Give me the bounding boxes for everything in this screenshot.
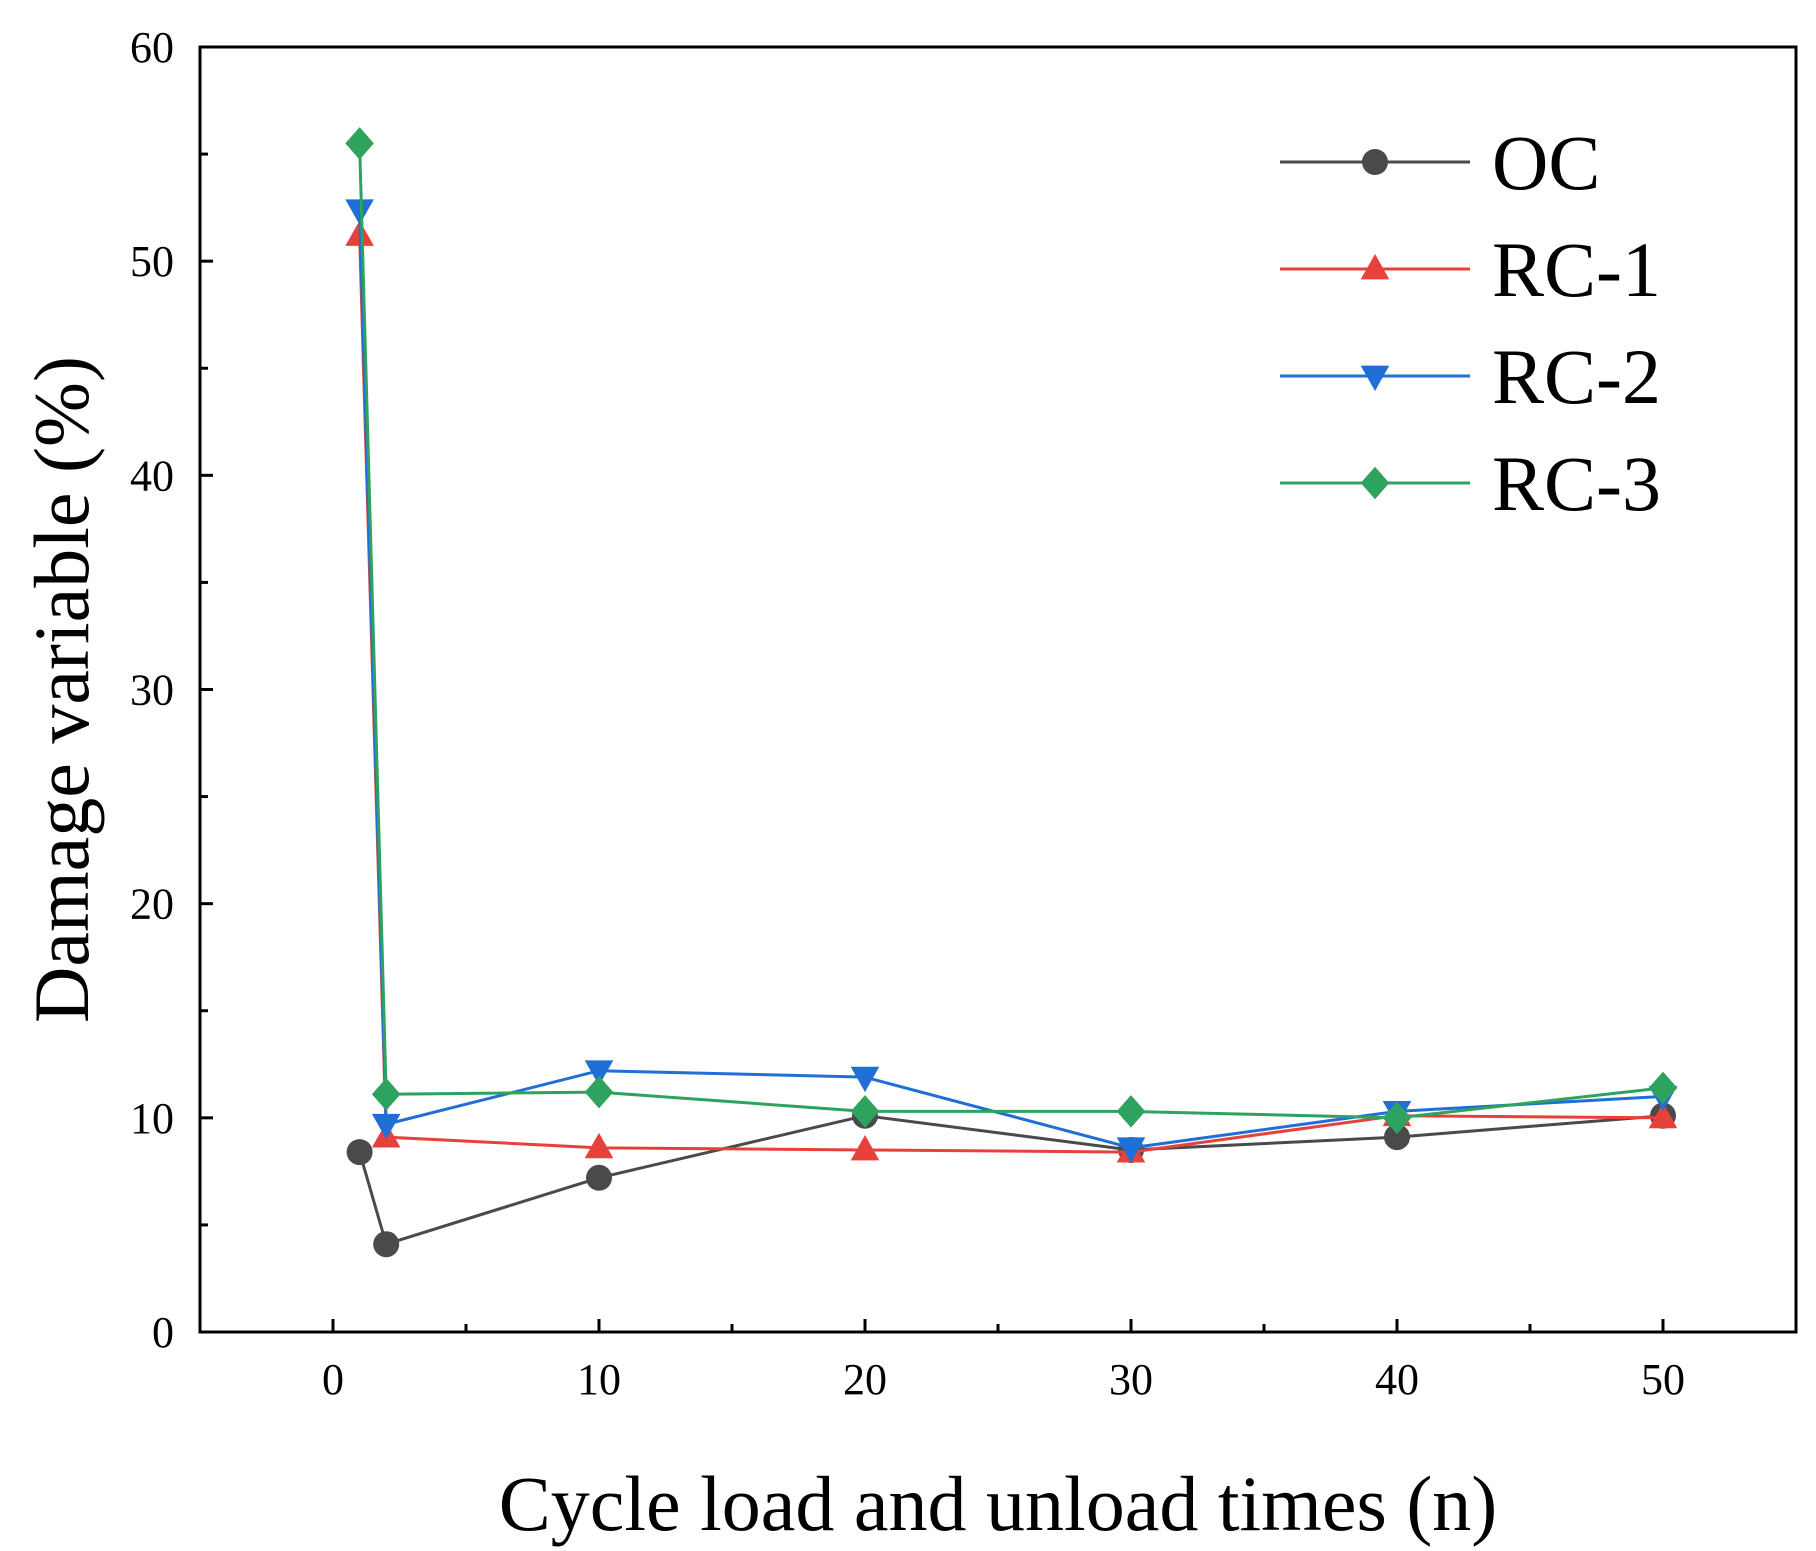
y-tick-label: 40 — [130, 451, 174, 500]
legend-item-rc-1: RC-1 — [1280, 226, 1661, 313]
data-point-rc-2 — [345, 199, 374, 225]
legend-marker — [1360, 365, 1390, 391]
x-tick-label: 40 — [1375, 1355, 1419, 1404]
y-tick-label: 0 — [152, 1308, 174, 1357]
data-point-oc — [1384, 1124, 1410, 1151]
data-point-rc-3 — [1116, 1095, 1146, 1128]
y-tick-label: 10 — [130, 1094, 174, 1143]
data-point-rc-2 — [371, 1113, 401, 1140]
x-tick-label: 10 — [577, 1355, 621, 1404]
series-group — [345, 127, 1678, 1258]
series-oc — [346, 1102, 1676, 1258]
data-point-oc — [586, 1164, 612, 1191]
data-point-rc-3 — [371, 1078, 401, 1111]
axis-ticks-group: 0 10 20 30 40 50 0 10 20 30 40 50 60 — [130, 23, 1685, 1404]
data-point-rc-1 — [850, 1135, 880, 1161]
legend-marker — [1362, 149, 1388, 175]
data-point-rc-2 — [584, 1060, 614, 1086]
x-tick-label: 20 — [843, 1355, 887, 1404]
y-tick-label: 50 — [130, 237, 174, 286]
x-tick-label: 30 — [1109, 1355, 1153, 1404]
data-point-oc — [373, 1231, 400, 1258]
x-tick-label: 0 — [322, 1355, 344, 1404]
legend-label: RC-1 — [1492, 226, 1661, 313]
data-point-rc-1 — [1648, 1102, 1678, 1129]
data-point-rc-2 — [1116, 1137, 1146, 1163]
data-point-rc-2 — [850, 1066, 880, 1093]
legend-label: OC — [1492, 119, 1600, 206]
data-point-oc — [346, 1139, 373, 1166]
legend-item-rc-3: RC-3 — [1280, 440, 1661, 527]
series-rc-2 — [345, 199, 1678, 1163]
series-line-oc — [358, 1114, 1664, 1246]
data-point-rc-3 — [1648, 1071, 1678, 1105]
series-line-rc-1 — [358, 235, 1664, 1154]
legend-label: RC-3 — [1492, 440, 1661, 527]
legend-item-oc: OC — [1280, 119, 1600, 206]
x-axis-title: Cycle load and unload times (n) — [499, 1460, 1498, 1547]
legend-marker — [1360, 254, 1390, 280]
y-tick-label: 60 — [130, 23, 174, 72]
legend-marker — [1360, 466, 1390, 500]
series-line-rc-2 — [358, 209, 1664, 1150]
legend-label: RC-2 — [1492, 333, 1661, 420]
legend-group: OC RC-1 RC-2 RC-3 — [1280, 119, 1661, 527]
y-axis-title: Damage variable (%) — [18, 356, 105, 1023]
series-rc-1 — [345, 220, 1678, 1163]
data-point-rc-3 — [345, 127, 374, 160]
y-tick-label: 30 — [130, 666, 174, 715]
y-tick-label: 20 — [130, 880, 174, 929]
series-line-rc-3 — [358, 143, 1664, 1120]
x-tick-label: 50 — [1641, 1355, 1685, 1404]
series-rc-3 — [345, 127, 1678, 1135]
data-point-rc-1 — [584, 1132, 614, 1159]
legend-item-rc-2: RC-2 — [1280, 333, 1661, 420]
data-point-rc-3 — [1382, 1101, 1412, 1135]
data-point-rc-3 — [584, 1075, 614, 1109]
data-point-rc-3 — [850, 1095, 880, 1128]
